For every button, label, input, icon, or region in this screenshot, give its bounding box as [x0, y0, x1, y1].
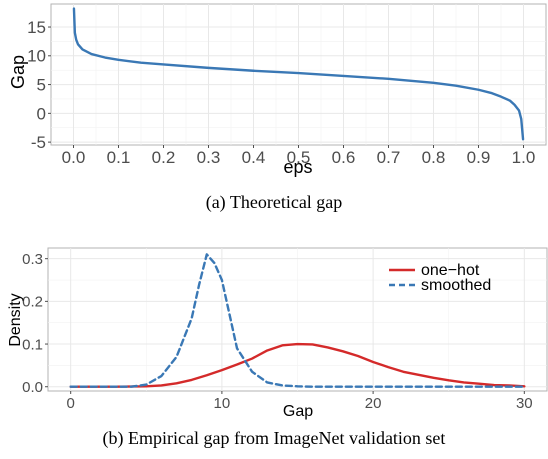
series-line-gap [72, 7, 525, 141]
x-tick-labels-b: 0 10 20 30 [67, 391, 533, 412]
x-axis-label-a: eps [283, 157, 312, 177]
legend: one−hot smoothed [389, 262, 491, 294]
y-axis-label-a: Gap [8, 55, 28, 89]
x-tick-label: 30 [516, 395, 533, 412]
minor-grid-b [48, 248, 547, 391]
x-tick-label: 0.2 [152, 148, 176, 167]
x-tick-label: 0.8 [422, 148, 446, 167]
legend-label-one-hot: one−hot [421, 262, 480, 279]
x-tick-label: 0.6 [332, 148, 356, 167]
legend-label-smoothed: smoothed [421, 277, 491, 294]
x-axis-label-b: Gap [283, 403, 313, 420]
x-tick-label: 0.7 [377, 148, 401, 167]
y-tick-label: 10 [27, 47, 46, 66]
grid-a [51, 4, 546, 145]
series-line-smoothed [69, 253, 526, 388]
x-tick-labels-a: 0.0 0.1 0.2 0.3 0.4 0.5 0.6 0.7 0.8 0.9 1.0 [62, 145, 536, 167]
x-tick-label: 0.0 [62, 148, 86, 167]
empirical-gap-chart: 0 10 20 30 0.0 0.1 0.2 0.3 one−hot smoothed Ga… [7, 247, 548, 449]
caption-a: (a) Theoretical gap [206, 192, 343, 213]
x-tick-label: 0.1 [107, 148, 131, 167]
y-tick-labels-b: 0.0 0.1 0.2 0.3 [22, 251, 48, 396]
x-tick-label: 0.9 [467, 148, 491, 167]
y-tick-label: 5 [37, 76, 46, 95]
x-tick-label: 1.0 [512, 148, 536, 167]
y-tick-label: -5 [31, 133, 46, 152]
x-tick-label: 0.4 [242, 148, 266, 167]
series-b [69, 253, 526, 388]
x-tick-label: 0.3 [197, 148, 221, 167]
y-tick-label: 0.0 [22, 379, 43, 396]
series-line-onehot [69, 342, 526, 388]
caption-b: (b) Empirical gap from ImageNet validati… [103, 428, 446, 449]
y-tick-label: 0.2 [22, 294, 43, 311]
y-tick-label: 0.1 [22, 336, 43, 353]
y-tick-label: 0 [37, 104, 46, 123]
y-tick-label: 15 [27, 18, 46, 37]
x-tick-label: 20 [365, 395, 382, 412]
series-a [72, 7, 525, 141]
x-tick-label: 0 [67, 395, 75, 412]
theoretical-gap-chart: 0.0 0.1 0.2 0.3 0.4 0.5 0.6 0.7 0.8 0.9 1.0 -5 0 5 10… [8, 3, 547, 213]
y-axis-label-b: Density [7, 293, 24, 346]
x-tick-label: 0.5 [287, 148, 311, 167]
y-tick-label: 0.3 [22, 251, 43, 268]
x-tick-label: 10 [214, 395, 231, 412]
y-tick-labels-a: -5 0 5 10 15 [27, 18, 51, 152]
